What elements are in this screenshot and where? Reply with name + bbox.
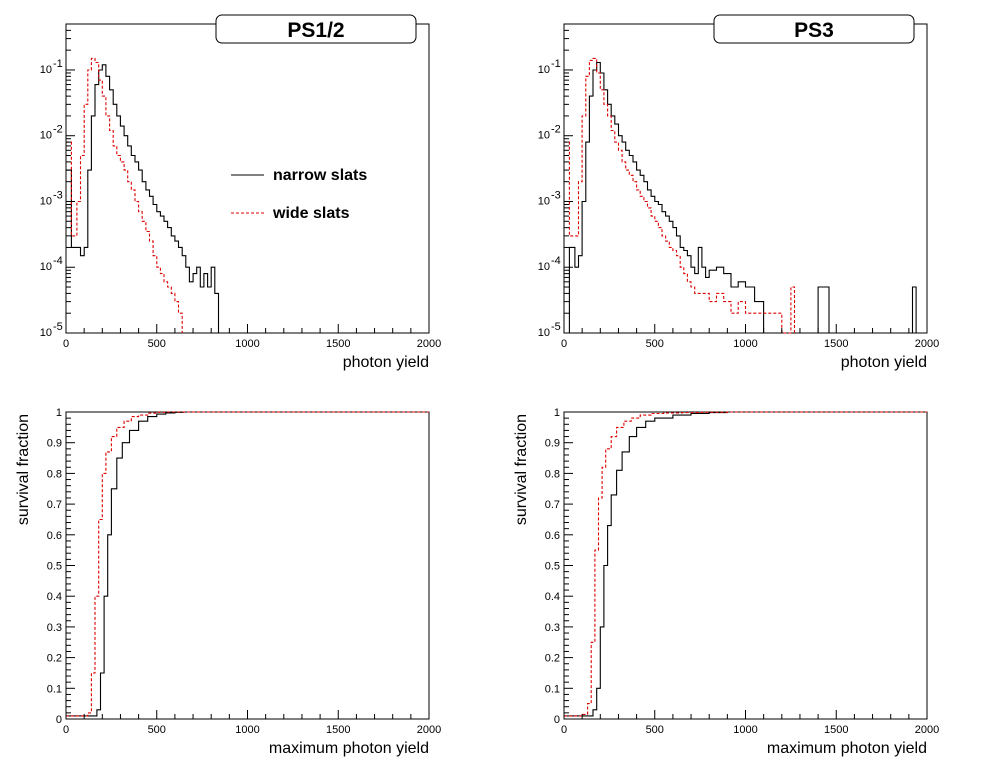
y-tick-label: 0.4 — [545, 591, 560, 603]
x-tick-label: 0 — [63, 724, 69, 736]
legend: narrow slats wide slats — [231, 167, 367, 222]
y-tick-exponent: -2 — [551, 124, 561, 136]
y-tick-label: 0.6 — [47, 530, 62, 542]
panel-title: PS3 — [794, 19, 834, 42]
series-line-wide — [66, 411, 429, 717]
y-tick-exponent: -5 — [53, 321, 63, 333]
y-tick-label: 1 — [56, 407, 62, 419]
y-tick-label: 0.4 — [47, 591, 62, 603]
y-tick-label: 0.7 — [545, 499, 560, 511]
panel-title-box — [713, 14, 915, 44]
x-tick-label: 1000 — [733, 338, 757, 350]
y-tick-label: 0.8 — [545, 468, 560, 480]
y-tick-label: 0.9 — [47, 438, 62, 450]
y-tick-label: 0 — [554, 714, 560, 726]
x-tick-label: 1000 — [235, 724, 259, 736]
series-line-narrow — [66, 64, 220, 333]
y-tick-exponent: -1 — [53, 58, 63, 70]
x-axis-title: photon yield — [343, 354, 429, 371]
y-tick-label: 10 — [40, 64, 52, 76]
panel-title-box — [215, 14, 417, 44]
y-tick-exponent: -3 — [551, 189, 561, 201]
panel-title: PS1/2 — [287, 19, 344, 42]
y-tick-label: 10 — [538, 64, 550, 76]
x-tick-label: 1500 — [326, 338, 350, 350]
y-tick-label: 10 — [40, 327, 52, 339]
y-tick-label: 0.5 — [47, 561, 62, 573]
x-axis-title: maximum photon yield — [767, 740, 927, 757]
y-tick-label: 10 — [40, 195, 52, 207]
y-tick-label: 0.5 — [545, 561, 560, 573]
x-tick-label: 0 — [63, 338, 69, 350]
x-tick-label: 500 — [148, 338, 166, 350]
y-tick-label: 10 — [538, 327, 550, 339]
x-axis-title: maximum photon yield — [269, 740, 429, 757]
y-tick-exponent: -3 — [53, 189, 63, 201]
x-tick-label: 500 — [148, 724, 166, 736]
y-tick-exponent: -4 — [53, 255, 63, 267]
y-tick-label: 0.1 — [545, 683, 560, 695]
y-tick-label: 0.2 — [47, 653, 62, 665]
y-tick-exponent: -1 — [551, 58, 561, 70]
y-tick-label: 0.8 — [47, 468, 62, 480]
y-axis-title: survival fraction — [513, 414, 530, 525]
series-line-wide — [66, 57, 183, 333]
chart-panel-ps12-survival: 0 500 1000 1500 2000 0 0.1 0.2 0.3 0.4 0.5 0.6 0.7 0.… — [15, 407, 441, 757]
plot-frame — [563, 411, 928, 720]
y-tick-label: 10 — [538, 130, 550, 142]
y-tick-label: 0.3 — [47, 622, 62, 634]
x-tick-label: 2000 — [915, 724, 939, 736]
y-tick-label: 0.2 — [545, 653, 560, 665]
x-tick-label: 1000 — [733, 724, 757, 736]
x-tick-label: 500 — [646, 338, 664, 350]
y-tick-label: 10 — [40, 130, 52, 142]
x-tick-label: 2000 — [417, 338, 441, 350]
x-tick-label: 1500 — [824, 338, 848, 350]
plot-frame — [65, 23, 430, 334]
y-tick-label: 10 — [538, 261, 550, 273]
x-tick-label: 0 — [561, 724, 567, 736]
x-tick-label: 2000 — [417, 724, 441, 736]
y-axis-title: survival fraction — [15, 414, 32, 525]
series-line-narrow — [564, 61, 917, 334]
y-tick-label: 10 — [538, 195, 550, 207]
series-line-wide — [564, 57, 796, 334]
y-tick-label: 0.6 — [545, 530, 560, 542]
y-tick-label: 0.9 — [545, 438, 560, 450]
series-line-narrow — [66, 411, 429, 717]
legend-label: narrow slats — [273, 167, 367, 184]
series-line-narrow — [564, 411, 927, 717]
y-tick-exponent: -4 — [551, 255, 561, 267]
x-axis-title: photon yield — [841, 354, 927, 371]
series-line-wide — [564, 411, 927, 717]
chart-panel-ps3-survival: 0 500 1000 1500 2000 0 0.1 0.2 0.3 0.4 0.5 0.6 0.7 0.… — [513, 407, 939, 757]
legend-label: wide slats — [272, 205, 350, 222]
x-tick-label: 1500 — [326, 724, 350, 736]
y-tick-exponent: -2 — [53, 124, 63, 136]
y-tick-label: 1 — [554, 407, 560, 419]
x-tick-label: 2000 — [915, 338, 939, 350]
y-tick-label: 0.1 — [47, 683, 62, 695]
x-tick-label: 500 — [646, 724, 664, 736]
y-tick-label: 0 — [56, 714, 62, 726]
y-tick-exponent: -5 — [551, 321, 561, 333]
y-tick-label: 0.7 — [47, 499, 62, 511]
x-tick-label: 1500 — [824, 724, 848, 736]
y-tick-label: 10 — [40, 261, 52, 273]
x-tick-label: 0 — [561, 338, 567, 350]
x-tick-label: 1000 — [235, 338, 259, 350]
y-tick-label: 0.3 — [545, 622, 560, 634]
